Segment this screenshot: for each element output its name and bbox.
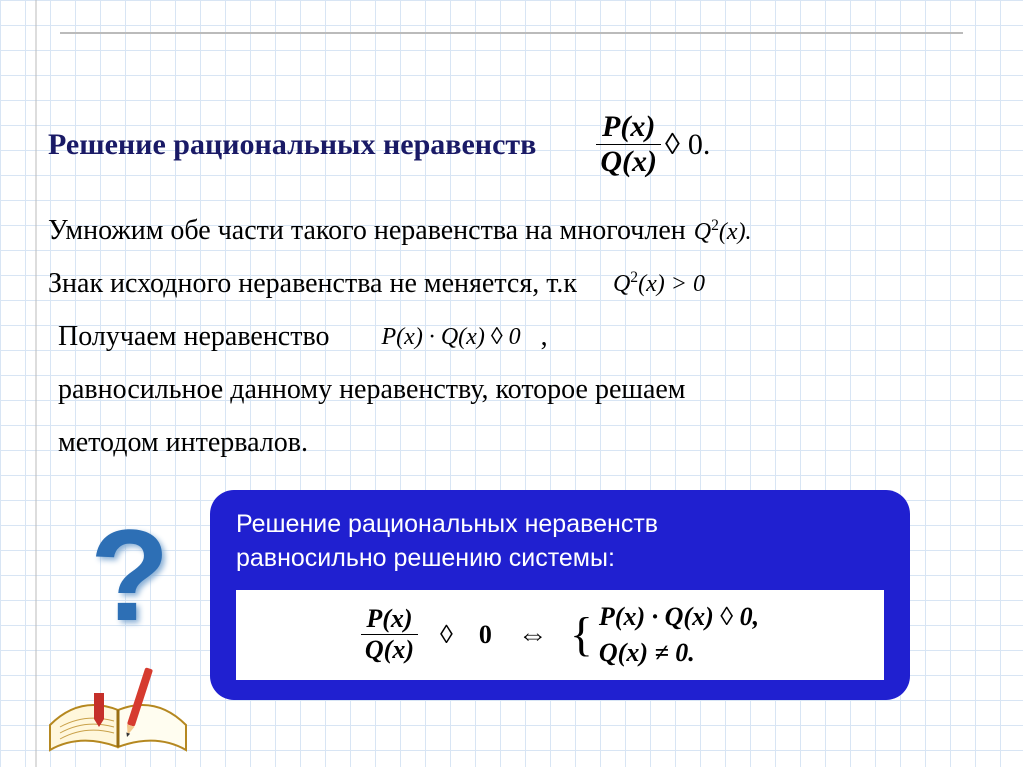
line3-math: P(x) · Q(x) ◊ 0	[381, 318, 520, 356]
highlight-box: Решение рациональных неравенств равносил…	[210, 490, 910, 700]
box-system-row2: Q(x) ≠ 0.	[599, 638, 759, 668]
line1-text: Умножим обе части такого неравенства на …	[48, 209, 686, 254]
line2-math: Q2(x) > 0	[613, 265, 705, 303]
box-title: Решение рациональных неравенств равносил…	[236, 508, 884, 576]
line4-text: равносильное данному неравенству, которо…	[58, 368, 686, 413]
slide-title: Решение рациональных неравенств	[48, 128, 536, 162]
title-formula-rhs: 0.	[684, 128, 715, 162]
box-title-line2: равносильно решению системы:	[236, 542, 884, 576]
box-formula: P(x) Q(x) ◊ 0 ⇔ { P(x) · Q(x) ◊ 0, Q(x) …	[236, 590, 884, 680]
title-formula-relation: ◊	[661, 128, 684, 162]
system-bracket: {	[570, 611, 593, 659]
title-formula-denominator: Q(x)	[596, 145, 661, 179]
line3-tail: ,	[541, 315, 548, 360]
box-lhs-rel: ◊	[436, 620, 457, 650]
body-text: Умножим обе части такого неравенства на …	[48, 209, 975, 465]
line2-text: Знак исходного неравенства не меняется, …	[48, 262, 577, 307]
box-equiv: ⇔	[514, 618, 552, 652]
box-lhs-num: P(x)	[362, 604, 416, 634]
box-lhs-rhs: 0	[475, 620, 496, 650]
box-system: { P(x) · Q(x) ◊ 0, Q(x) ≠ 0.	[570, 602, 759, 668]
box-system-row1: P(x) · Q(x) ◊ 0,	[599, 602, 759, 632]
title-formula: P(x) Q(x) ◊ 0.	[596, 110, 714, 179]
line5-text: методом интервалов.	[58, 421, 308, 466]
book-icon	[40, 655, 200, 760]
box-title-line1: Решение рациональных неравенств	[236, 508, 884, 542]
title-row: Решение рациональных неравенств P(x) Q(x…	[48, 110, 975, 179]
question-mark-icon: ?	[90, 500, 169, 650]
line3-text: Получаем неравенство	[58, 315, 329, 360]
title-formula-numerator: P(x)	[598, 110, 659, 144]
box-lhs-den: Q(x)	[361, 635, 418, 665]
line1-math: Q2(x).	[694, 213, 752, 251]
